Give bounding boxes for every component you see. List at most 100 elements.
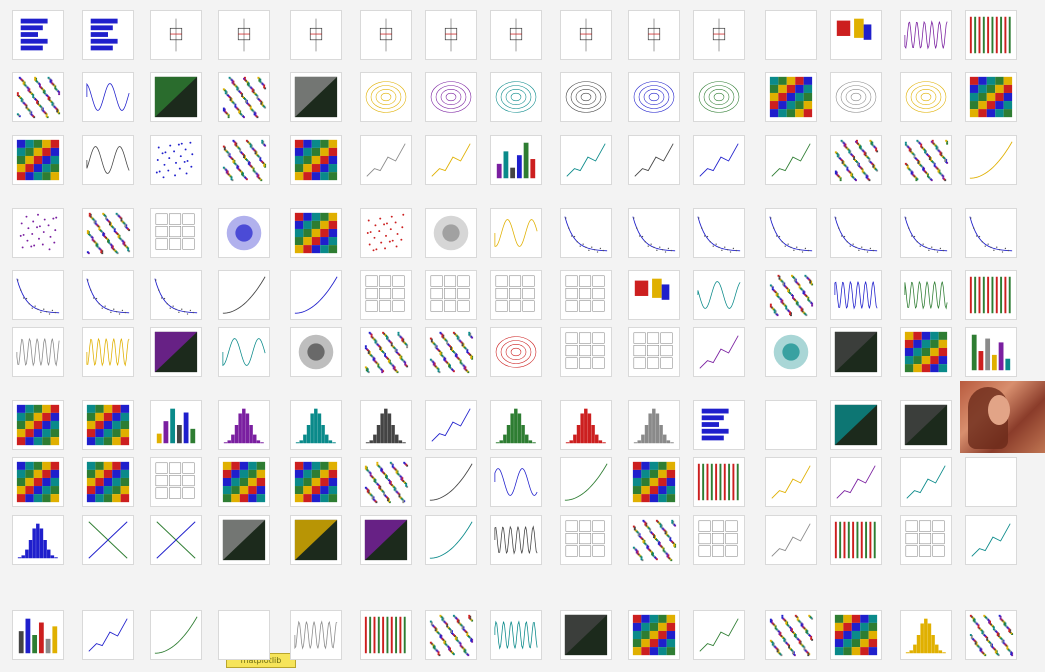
- thumbnail-wave[interactable]: [82, 327, 134, 377]
- thumbnail-line[interactable]: [965, 515, 1017, 565]
- thumbnail-heat[interactable]: [965, 72, 1017, 122]
- thumbnail-wave[interactable]: [12, 327, 64, 377]
- thumbnail-wave[interactable]: [290, 610, 342, 660]
- thumbnail-curve[interactable]: [218, 270, 270, 320]
- thumbnail-grid[interactable]: [560, 327, 612, 377]
- thumbnail-heat[interactable]: [830, 610, 882, 660]
- thumbnail-hist[interactable]: [560, 400, 612, 450]
- thumbnail-decay[interactable]: [82, 270, 134, 320]
- thumbnail-wave[interactable]: [900, 270, 952, 320]
- thumbnail-box[interactable]: [628, 10, 680, 60]
- thumbnail-curve[interactable]: [290, 270, 342, 320]
- thumbnail-grid[interactable]: [628, 327, 680, 377]
- thumbnail-decay[interactable]: [693, 208, 745, 258]
- thumbnail-decay[interactable]: [965, 208, 1017, 258]
- thumbnail-noise[interactable]: [425, 610, 477, 660]
- thumbnail-line[interactable]: [830, 457, 882, 507]
- thumbnail-heat[interactable]: [290, 457, 342, 507]
- thumbnail-hist[interactable]: [628, 400, 680, 450]
- thumbnail-line[interactable]: [425, 135, 477, 185]
- thumbnail-noise[interactable]: [218, 135, 270, 185]
- thumbnail-contour[interactable]: [830, 72, 882, 122]
- thumbnail-sine[interactable]: [693, 270, 745, 320]
- thumbnail-heat[interactable]: [628, 610, 680, 660]
- thumbnail-box[interactable]: [490, 10, 542, 60]
- thumbnail-contour[interactable]: [490, 327, 542, 377]
- thumbnail-sine[interactable]: [218, 327, 270, 377]
- thumbnail-grid[interactable]: [560, 515, 612, 565]
- thumbnail-stripes[interactable]: [965, 10, 1017, 60]
- thumbnail-noise[interactable]: [965, 610, 1017, 660]
- thumbnail-grid[interactable]: [490, 270, 542, 320]
- thumbnail-noise[interactable]: [360, 457, 412, 507]
- thumbnail-heat[interactable]: [765, 72, 817, 122]
- thumbnail-blank[interactable]: [218, 610, 270, 660]
- thumbnail-sine[interactable]: [82, 72, 134, 122]
- portrait-photo[interactable]: [960, 381, 1045, 453]
- thumbnail-hist[interactable]: [290, 400, 342, 450]
- thumbnail-grid[interactable]: [900, 515, 952, 565]
- thumbnail-contour[interactable]: [693, 72, 745, 122]
- thumbnail-dark[interactable]: [290, 515, 342, 565]
- thumbnail-contour[interactable]: [560, 72, 612, 122]
- thumbnail-bars[interactable]: [12, 610, 64, 660]
- thumbnail-noise[interactable]: [82, 208, 134, 258]
- thumbnail-contour[interactable]: [360, 72, 412, 122]
- thumbnail-blob[interactable]: [218, 208, 270, 258]
- thumbnail-hist[interactable]: [490, 400, 542, 450]
- thumbnail-noise[interactable]: [830, 135, 882, 185]
- thumbnail-wave[interactable]: [490, 515, 542, 565]
- thumbnail-rects[interactable]: [628, 270, 680, 320]
- thumbnail-blank[interactable]: [765, 400, 817, 450]
- thumbnail-wave[interactable]: [830, 270, 882, 320]
- thumbnail-scatter[interactable]: [150, 135, 202, 185]
- thumbnail-noise[interactable]: [12, 72, 64, 122]
- thumbnail-decay[interactable]: [628, 208, 680, 258]
- thumbnail-grid[interactable]: [425, 270, 477, 320]
- thumbnail-hist[interactable]: [12, 515, 64, 565]
- thumbnail-line[interactable]: [900, 457, 952, 507]
- thumbnail-blob[interactable]: [290, 327, 342, 377]
- thumbnail-decay[interactable]: [765, 208, 817, 258]
- thumbnail-heat[interactable]: [82, 457, 134, 507]
- thumbnail-contour[interactable]: [900, 72, 952, 122]
- thumbnail-noise[interactable]: [765, 610, 817, 660]
- thumbnail-box[interactable]: [360, 10, 412, 60]
- thumbnail-rects[interactable]: [830, 10, 882, 60]
- thumbnail-box[interactable]: [290, 10, 342, 60]
- thumbnail-dark[interactable]: [830, 327, 882, 377]
- thumbnail-dark[interactable]: [150, 72, 202, 122]
- thumbnail-cross[interactable]: [150, 515, 202, 565]
- thumbnail-bars[interactable]: [150, 400, 202, 450]
- thumbnail-contour[interactable]: [628, 72, 680, 122]
- thumbnail-noise[interactable]: [360, 327, 412, 377]
- thumbnail-grid[interactable]: [360, 270, 412, 320]
- thumbnail-bars[interactable]: [965, 327, 1017, 377]
- thumbnail-line[interactable]: [693, 135, 745, 185]
- thumbnail-curve[interactable]: [425, 515, 477, 565]
- thumbnail-hist[interactable]: [900, 610, 952, 660]
- thumbnail-line[interactable]: [425, 400, 477, 450]
- thumbnail-grid[interactable]: [150, 208, 202, 258]
- thumbnail-line[interactable]: [360, 135, 412, 185]
- thumbnail-hbar[interactable]: [12, 10, 64, 60]
- thumbnail-grid[interactable]: [560, 270, 612, 320]
- thumbnail-stripes[interactable]: [693, 457, 745, 507]
- thumbnail-dark[interactable]: [360, 515, 412, 565]
- thumbnail-dark[interactable]: [150, 327, 202, 377]
- thumbnail-noise[interactable]: [628, 515, 680, 565]
- thumbnail-scatter[interactable]: [360, 208, 412, 258]
- thumbnail-grid[interactable]: [150, 457, 202, 507]
- thumbnail-line[interactable]: [560, 135, 612, 185]
- thumbnail-grid[interactable]: [693, 515, 745, 565]
- thumbnail-noise[interactable]: [218, 72, 270, 122]
- thumbnail-line[interactable]: [82, 610, 134, 660]
- thumbnail-decay[interactable]: [900, 208, 952, 258]
- thumbnail-heat[interactable]: [900, 327, 952, 377]
- thumbnail-noise[interactable]: [425, 327, 477, 377]
- thumbnail-box[interactable]: [560, 10, 612, 60]
- thumbnail-blank[interactable]: [765, 10, 817, 60]
- thumbnail-curve[interactable]: [425, 457, 477, 507]
- thumbnail-heat[interactable]: [290, 135, 342, 185]
- thumbnail-line[interactable]: [628, 135, 680, 185]
